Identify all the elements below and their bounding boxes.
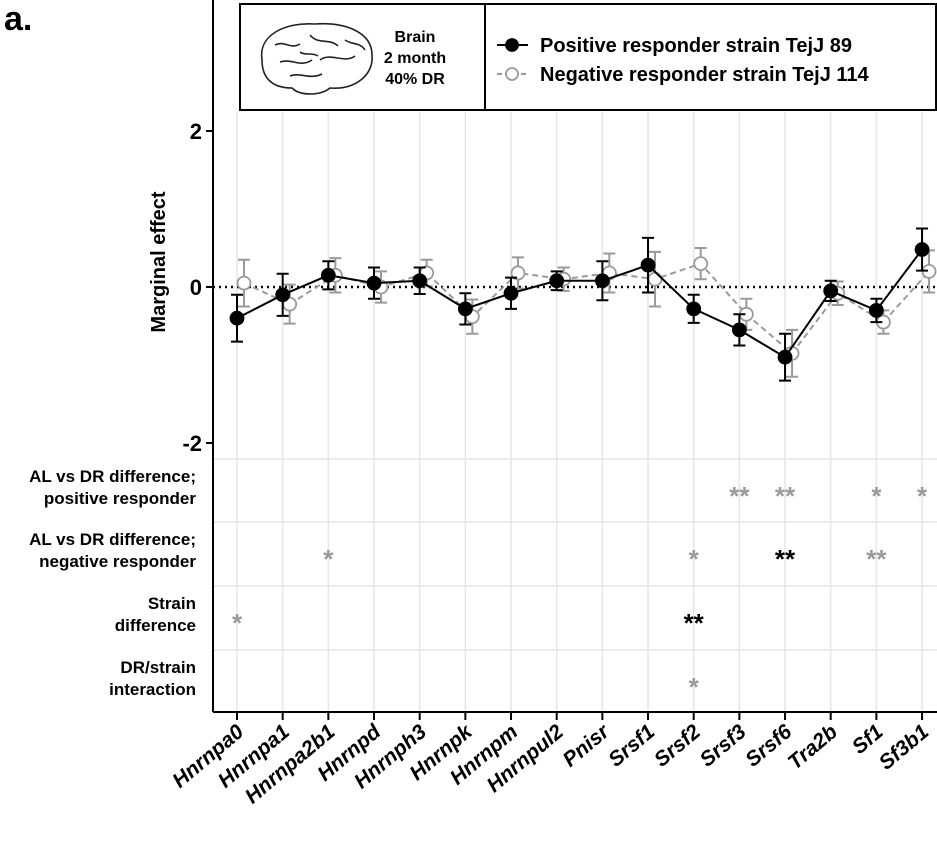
significance-star: * bbox=[232, 608, 243, 638]
x-tick-label: Tra2b bbox=[784, 720, 842, 774]
data-point bbox=[868, 302, 884, 318]
row-label: interaction bbox=[109, 680, 196, 699]
inset-box bbox=[239, 3, 486, 111]
legend-label: Positive responder strain TejJ 89 bbox=[540, 35, 852, 57]
x-tick-label: Srsf1 bbox=[604, 720, 659, 771]
row-label: difference bbox=[115, 616, 196, 635]
data-point bbox=[549, 273, 565, 289]
data-point bbox=[510, 265, 526, 281]
significance-star: * bbox=[871, 481, 882, 511]
significance-star: * bbox=[323, 544, 334, 574]
significance-star: ** bbox=[775, 481, 796, 511]
data-point bbox=[823, 283, 839, 299]
significance-star: ** bbox=[775, 544, 796, 574]
data-point bbox=[412, 273, 428, 289]
brain-icon bbox=[260, 22, 373, 95]
data-point bbox=[275, 287, 291, 303]
significance-star: * bbox=[689, 544, 700, 574]
row-label: negative responder bbox=[39, 552, 196, 571]
row-label: AL vs DR difference; bbox=[29, 530, 196, 549]
significance-star: * bbox=[689, 672, 700, 702]
inset-text: 40% DR bbox=[385, 71, 445, 88]
x-tick-label: Srsf6 bbox=[741, 720, 796, 772]
data-point bbox=[320, 267, 336, 283]
data-point bbox=[693, 256, 709, 272]
legend-marker bbox=[505, 38, 519, 52]
x-tick-label: Sf3b1 bbox=[875, 720, 934, 774]
data-point bbox=[457, 301, 473, 317]
data-point bbox=[686, 301, 702, 317]
y-tick-label: 0 bbox=[190, 275, 202, 300]
y-tick-label: -2 bbox=[182, 431, 202, 456]
panel-label: a. bbox=[4, 0, 32, 38]
legend-label: Negative responder strain TejJ 114 bbox=[540, 64, 870, 86]
x-tick-label: Pnisr bbox=[559, 719, 615, 772]
x-tick-label: Srsf2 bbox=[650, 720, 705, 772]
data-point bbox=[777, 349, 793, 365]
legend-box bbox=[484, 3, 937, 111]
series-line bbox=[236, 248, 923, 359]
data-point bbox=[640, 257, 656, 273]
y-tick-label: 2 bbox=[190, 119, 202, 144]
y-axis-label: Marginal effect bbox=[148, 191, 170, 332]
data-point bbox=[503, 285, 519, 301]
data-point bbox=[647, 271, 663, 287]
inset-text: Brain bbox=[395, 29, 436, 46]
data-point bbox=[229, 310, 245, 326]
significance-star: * bbox=[917, 481, 928, 511]
significance-star: ** bbox=[684, 608, 705, 638]
series-line bbox=[243, 262, 930, 355]
row-label: AL vs DR difference; bbox=[29, 467, 196, 486]
significance-star: ** bbox=[866, 544, 887, 574]
significance-star: ** bbox=[729, 481, 750, 511]
data-point bbox=[236, 275, 252, 291]
legend-marker bbox=[505, 67, 519, 81]
data-point bbox=[366, 275, 382, 291]
data-point bbox=[914, 242, 930, 257]
row-label: DR/strain bbox=[120, 658, 196, 677]
data-point bbox=[731, 322, 747, 338]
data-point bbox=[594, 273, 610, 289]
inset-text: 2 month bbox=[384, 50, 446, 67]
row-label: Strain bbox=[148, 594, 196, 613]
row-label: positive responder bbox=[44, 489, 196, 508]
x-tick-label: Srsf3 bbox=[696, 720, 751, 772]
